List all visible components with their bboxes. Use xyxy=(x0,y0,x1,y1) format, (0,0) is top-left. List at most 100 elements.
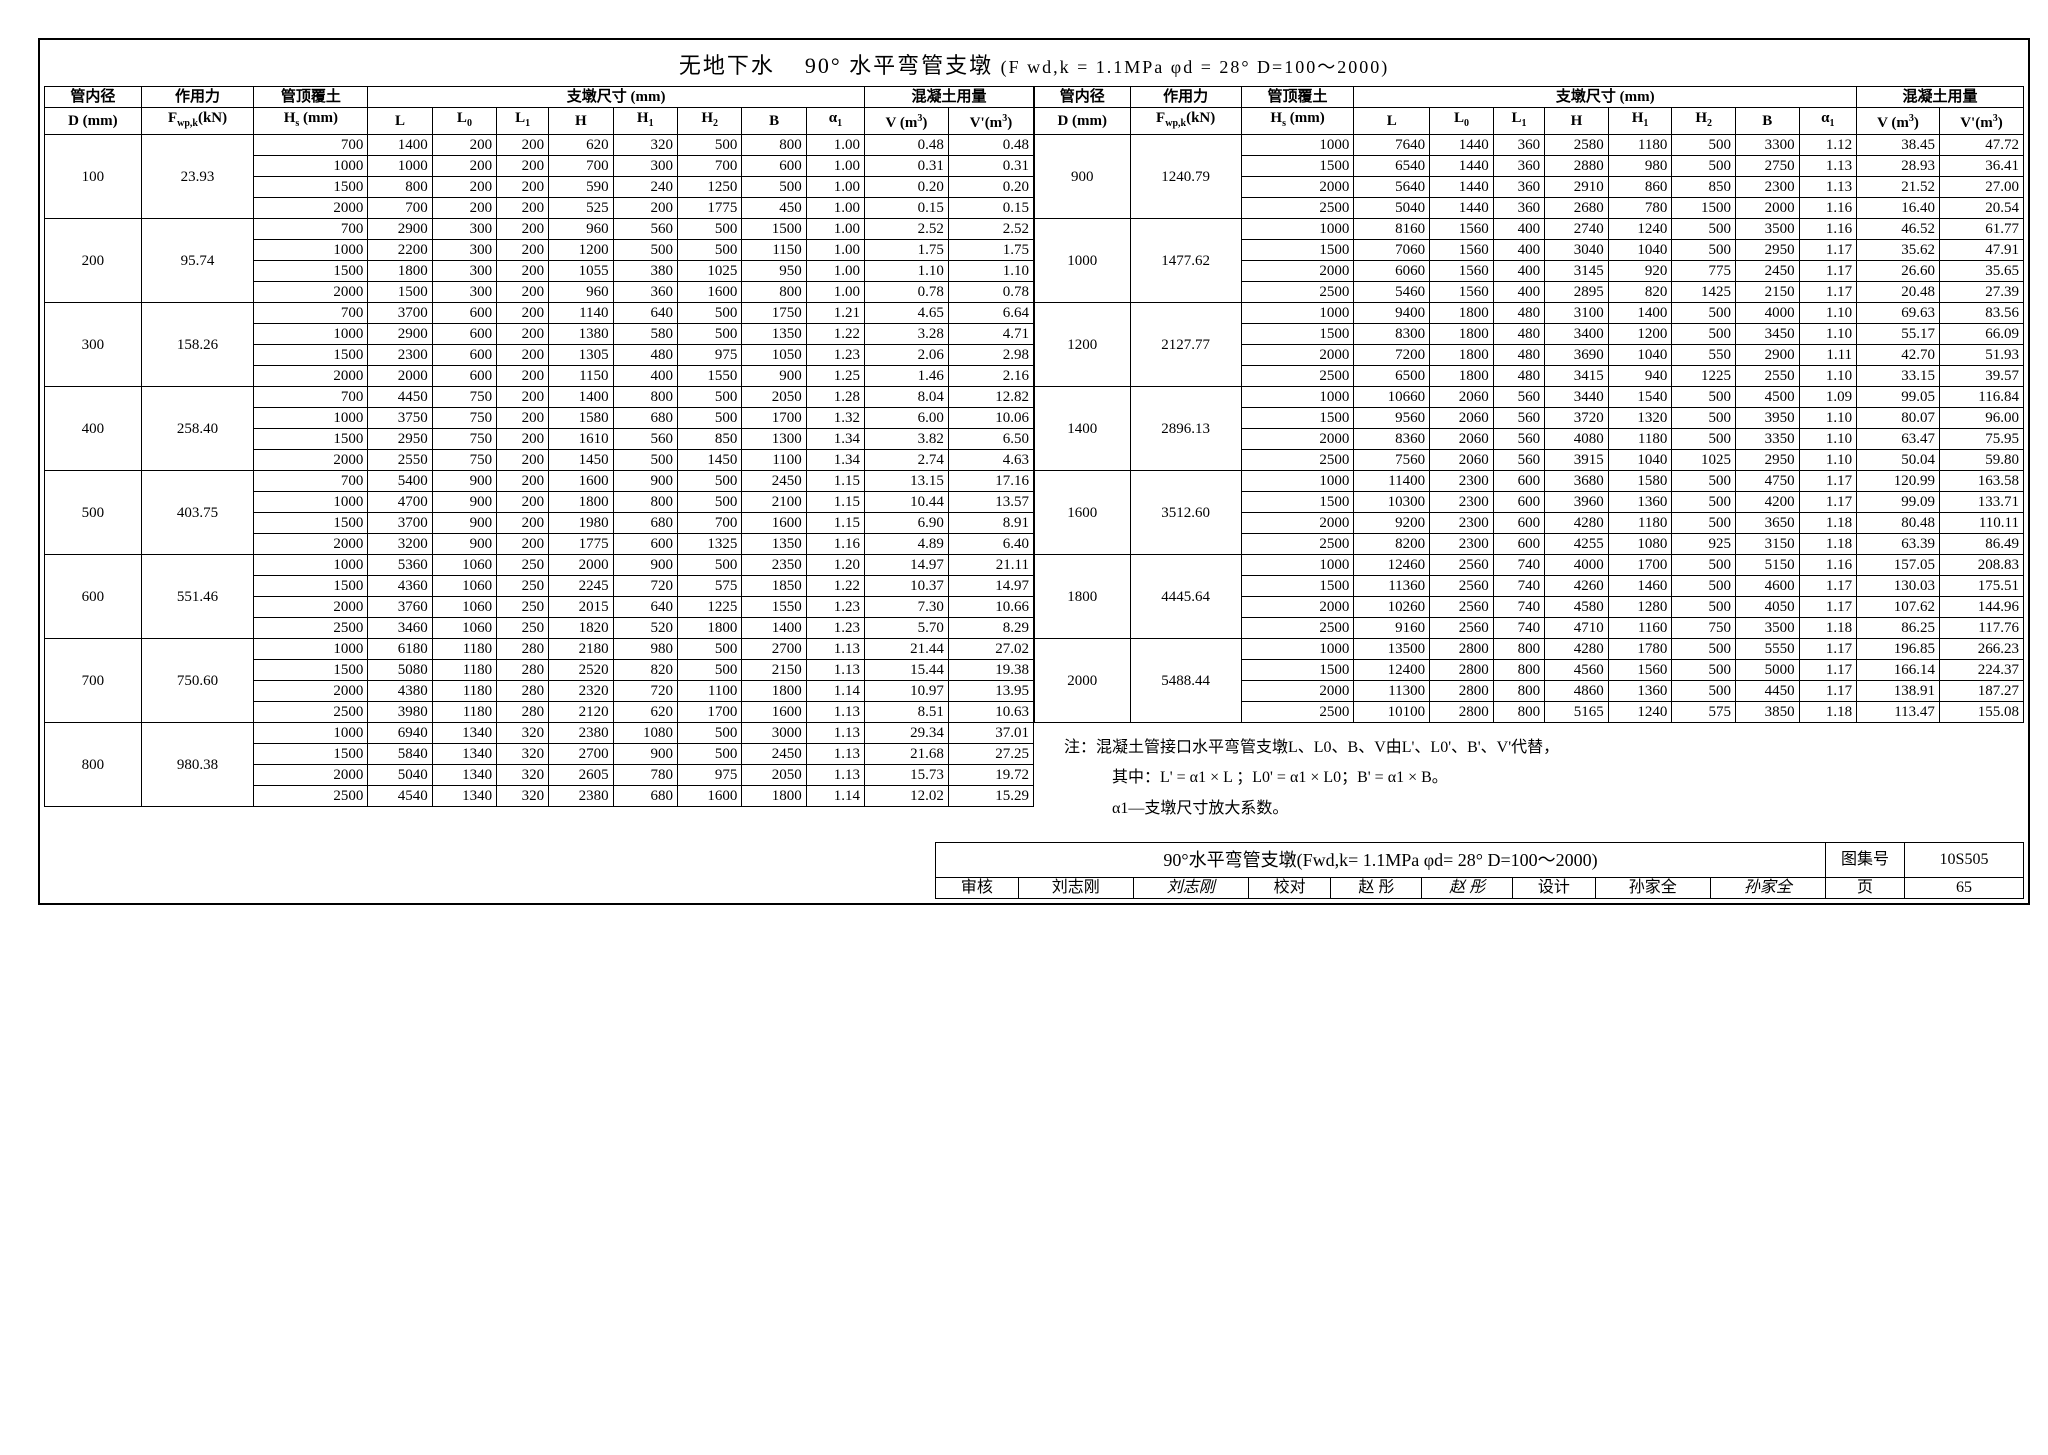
cell: 2000 xyxy=(1241,177,1354,198)
cell: 240 xyxy=(613,177,677,198)
cell: 163.58 xyxy=(1939,471,2023,492)
cell: 166.14 xyxy=(1857,660,1940,681)
cell: 1.17 xyxy=(1799,576,1856,597)
col-F: 作用力 xyxy=(1130,87,1241,108)
cell: 600 xyxy=(1493,471,1544,492)
cell: 4710 xyxy=(1545,618,1609,639)
cell: 0.78 xyxy=(864,282,948,303)
cell: 2500 xyxy=(1241,198,1354,219)
cell: 2500 xyxy=(254,618,368,639)
cell: 480 xyxy=(1493,303,1544,324)
cell: 1600 xyxy=(677,786,741,807)
cell: 130.03 xyxy=(1857,576,1940,597)
cell: 3400 xyxy=(1545,324,1609,345)
cell: 2500 xyxy=(1241,282,1354,303)
cell-F: 158.26 xyxy=(141,303,254,387)
cell: 525 xyxy=(549,198,613,219)
cell: 200 xyxy=(497,345,549,366)
table-row: 10023.9370014002002006203205008001.000.4… xyxy=(45,135,1034,156)
cell: 2950 xyxy=(1735,450,1799,471)
cell: 1500 xyxy=(1241,156,1354,177)
cell: 2015 xyxy=(549,597,613,618)
cell-D: 500 xyxy=(45,471,142,555)
cell: 500 xyxy=(1672,387,1736,408)
cell: 1340 xyxy=(432,723,496,744)
cell: 740 xyxy=(1493,555,1544,576)
cell: 5460 xyxy=(1354,282,1430,303)
cell: 900 xyxy=(613,555,677,576)
cell: 2000 xyxy=(254,681,368,702)
cell: 640 xyxy=(613,597,677,618)
cell: 1100 xyxy=(677,681,741,702)
cell: 1300 xyxy=(742,429,806,450)
cell: 280 xyxy=(497,702,549,723)
cell: 13.15 xyxy=(864,471,948,492)
cell: 1560 xyxy=(1608,660,1672,681)
cell: 3680 xyxy=(1545,471,1609,492)
cell: 1540 xyxy=(1608,387,1672,408)
cell: 1700 xyxy=(677,702,741,723)
cell: 2700 xyxy=(742,639,806,660)
cell: 27.00 xyxy=(1939,177,2023,198)
cell: 35.62 xyxy=(1857,240,1940,261)
cell-D: 1200 xyxy=(1035,303,1131,387)
cell: 1060 xyxy=(432,618,496,639)
cell: 500 xyxy=(1672,513,1736,534)
cell: 200 xyxy=(613,198,677,219)
cell: 740 xyxy=(1493,597,1544,618)
cell: 200 xyxy=(497,156,549,177)
cell: 500 xyxy=(1672,219,1736,240)
cell: 600 xyxy=(742,156,806,177)
cell: 600 xyxy=(1493,492,1544,513)
cell: 1450 xyxy=(677,450,741,471)
cell: 2000 xyxy=(549,555,613,576)
cell: 960 xyxy=(549,282,613,303)
cell: 980 xyxy=(613,639,677,660)
cell: 1000 xyxy=(1241,303,1354,324)
cell: 4280 xyxy=(1545,639,1609,660)
cell: 1.13 xyxy=(806,660,864,681)
cell: 500 xyxy=(677,387,741,408)
cell: 1440 xyxy=(1430,135,1494,156)
cell: 1050 xyxy=(742,345,806,366)
cell: 2950 xyxy=(368,429,432,450)
cell: 600 xyxy=(432,366,496,387)
cell: 2150 xyxy=(1735,282,1799,303)
cell: 2000 xyxy=(254,534,368,555)
cell: 4.65 xyxy=(864,303,948,324)
cell: 1000 xyxy=(368,156,432,177)
cell: 1.18 xyxy=(1799,513,1856,534)
cell: 3100 xyxy=(1545,303,1609,324)
cell: 1250 xyxy=(677,177,741,198)
cell: 1.13 xyxy=(806,765,864,786)
cell: 1.23 xyxy=(806,618,864,639)
cell: 1.13 xyxy=(1799,177,1856,198)
cell: 320 xyxy=(497,744,549,765)
cell: 2500 xyxy=(254,702,368,723)
cell: 500 xyxy=(1672,681,1736,702)
cell-D: 1000 xyxy=(1035,219,1131,303)
cell: 1.15 xyxy=(806,471,864,492)
cell: 1350 xyxy=(742,534,806,555)
cell: 86.25 xyxy=(1857,618,1940,639)
cell: 2120 xyxy=(549,702,613,723)
cell: 500 xyxy=(1672,240,1736,261)
cell: 10.63 xyxy=(948,702,1033,723)
title-block: 90°水平弯管支墩(Fwd,k= 1.1MPa φd= 28° D=100～20… xyxy=(44,842,2024,899)
cell: 21.52 xyxy=(1857,177,1940,198)
cell: 6060 xyxy=(1354,261,1430,282)
cell: 520 xyxy=(613,618,677,639)
cell-F: 980.38 xyxy=(141,723,254,807)
cell: 6.00 xyxy=(864,408,948,429)
cell: 1340 xyxy=(432,765,496,786)
cell: 5.70 xyxy=(864,618,948,639)
cell: 550 xyxy=(1672,345,1736,366)
cell: 3440 xyxy=(1545,387,1609,408)
cell: 500 xyxy=(1672,492,1736,513)
cell: 6940 xyxy=(368,723,432,744)
cell: 2740 xyxy=(1545,219,1609,240)
cell: 9560 xyxy=(1354,408,1430,429)
cell: 1.00 xyxy=(806,282,864,303)
cell: 2060 xyxy=(1430,450,1494,471)
cell: 1.22 xyxy=(806,324,864,345)
